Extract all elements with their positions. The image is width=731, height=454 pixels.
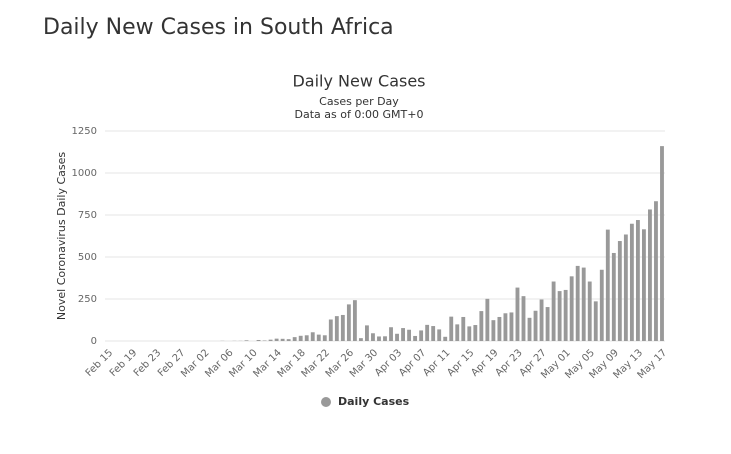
bar: [413, 335, 418, 341]
bar: [527, 317, 532, 341]
bar: [557, 291, 562, 341]
bar: [605, 229, 610, 341]
bar: [617, 241, 622, 341]
bar: [455, 324, 460, 341]
bar: [371, 333, 375, 341]
bar: [419, 330, 424, 341]
bar: [515, 287, 520, 341]
bar: [635, 220, 640, 341]
bar: [539, 299, 544, 341]
bar: [648, 209, 652, 341]
bar: [256, 339, 261, 341]
bar: [383, 336, 387, 341]
bar: [467, 326, 472, 341]
bar: [298, 335, 303, 341]
bar: [569, 276, 574, 341]
y-tick-label: 500: [78, 252, 97, 263]
bar: [581, 267, 586, 341]
bar: [479, 311, 484, 341]
bar: [623, 234, 628, 341]
bar: [509, 312, 514, 341]
y-tick-label: 1250: [72, 126, 97, 137]
bar: [316, 334, 321, 341]
bar: [286, 339, 291, 341]
chart-subtitle: Data as of 0:00 GMT+0: [295, 108, 424, 121]
bar: [587, 281, 592, 341]
bar: [485, 298, 490, 341]
bar: [328, 319, 333, 341]
bar: [340, 314, 345, 341]
bar: [268, 339, 273, 341]
bar: [262, 340, 267, 341]
chart-subtitle: Cases per Day: [319, 95, 399, 108]
bar: [352, 300, 357, 341]
bar: [377, 336, 381, 341]
bar: [660, 146, 664, 341]
bar: [407, 329, 412, 341]
bar: [304, 335, 309, 341]
page-title: Daily New Cases in South Africa: [43, 15, 394, 40]
bar: [593, 301, 598, 341]
bar: [491, 320, 496, 341]
bar: [473, 325, 478, 341]
bar: [641, 229, 646, 341]
bar: [365, 325, 369, 341]
legend-label: Daily Cases: [338, 395, 410, 408]
y-tick-label: 1000: [72, 168, 97, 179]
y-axis-label: Novel Coronavirus Daily Cases: [55, 152, 68, 320]
y-tick-label: 0: [91, 336, 97, 347]
bar: [449, 316, 454, 341]
bar: [334, 316, 339, 341]
bar: [274, 338, 279, 341]
y-tick-label: 250: [78, 294, 97, 305]
bar: [389, 327, 393, 341]
bar: [425, 324, 430, 341]
bar: [575, 265, 580, 341]
y-tick-label: 750: [78, 210, 97, 221]
bar: [437, 329, 442, 341]
chart-title: Daily New Cases: [292, 72, 425, 91]
bar: [346, 304, 351, 341]
bar: [545, 307, 550, 341]
bar: [551, 281, 556, 341]
bar: [563, 289, 568, 341]
bar: [431, 326, 436, 341]
bar: [611, 252, 616, 341]
bar: [244, 340, 249, 341]
bar: [599, 269, 604, 341]
bar: [533, 310, 538, 341]
legend-marker: [321, 397, 331, 407]
bar: [654, 201, 658, 341]
bar: [310, 332, 315, 341]
bar: [503, 313, 508, 341]
bar: [497, 316, 502, 341]
bar: [292, 337, 297, 341]
bar: [401, 328, 405, 341]
bar: [322, 335, 327, 341]
bar: [521, 296, 526, 341]
bar: [358, 338, 363, 341]
bar: [629, 223, 634, 341]
bar: [395, 333, 399, 341]
bar: [461, 316, 466, 341]
bar: [443, 336, 448, 341]
bar: [280, 338, 285, 341]
